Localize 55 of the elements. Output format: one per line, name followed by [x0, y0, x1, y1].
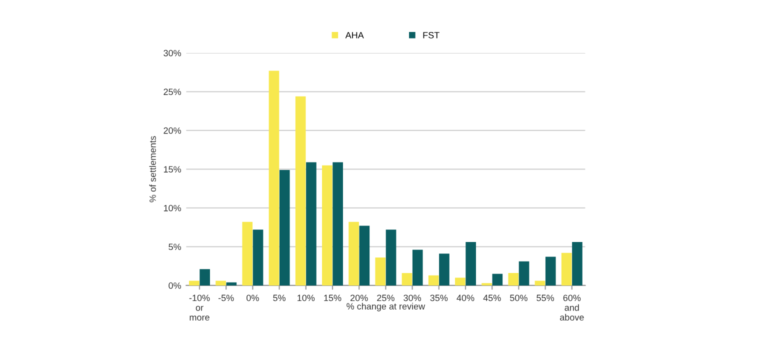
bar	[561, 252, 572, 286]
legend-label: AHA	[345, 32, 364, 38]
x-tick-label: 35%	[430, 294, 448, 302]
y-tick-label: 10%	[164, 204, 182, 212]
bar	[545, 256, 556, 286]
bar	[332, 162, 343, 286]
bar	[189, 280, 200, 286]
x-tick-label: 45%	[483, 294, 501, 302]
x-tick-label: 15%	[324, 294, 342, 302]
bar	[402, 273, 412, 286]
bar	[279, 170, 290, 286]
y-tick-label: 15%	[164, 166, 182, 173]
bar	[322, 165, 332, 286]
y-tick-label: 30%	[164, 50, 182, 56]
x-tick-label: -5%	[218, 294, 234, 302]
bar	[252, 230, 264, 286]
bar	[466, 242, 476, 286]
x-tick-label: 55%	[536, 294, 554, 302]
bar	[386, 230, 396, 286]
x-tick-label: 40%	[456, 294, 474, 302]
x-tick-label: 20%	[350, 294, 368, 302]
bar	[518, 261, 530, 286]
x-tick-label: 60% and above	[560, 294, 584, 321]
legend-label: FST	[423, 32, 440, 38]
bar	[359, 226, 370, 286]
bar	[508, 273, 519, 286]
y-tick-label: 25%	[164, 88, 182, 96]
bar	[412, 250, 423, 286]
bar	[295, 96, 306, 286]
bar	[439, 254, 450, 286]
x-tick-label: 5%	[273, 294, 286, 302]
y-tick-label: 20%	[164, 127, 182, 134]
bar	[216, 280, 226, 286]
x-axis-title: % change at review	[346, 302, 426, 312]
bar	[200, 269, 210, 286]
bar	[226, 282, 237, 286]
x-tick-label: 30%	[404, 294, 422, 302]
bar	[455, 278, 466, 286]
y-axis-title: % of settlements	[149, 136, 156, 202]
x-tick-label: -10% or more	[189, 294, 210, 321]
bar	[428, 275, 439, 286]
bar	[242, 222, 253, 286]
bar	[375, 258, 386, 286]
bar	[492, 274, 503, 286]
x-tick-label: 10%	[298, 294, 315, 302]
bar	[572, 242, 582, 286]
bar	[348, 222, 359, 286]
y-tick-label: 5%	[168, 244, 182, 250]
bar	[534, 280, 546, 286]
x-tick-label: 0%	[246, 294, 259, 302]
x-tick-label: 25%	[377, 294, 394, 302]
x-tick-label: 50%	[510, 294, 528, 302]
bar	[268, 70, 280, 286]
bar	[306, 162, 316, 286]
y-tick-label: 0%	[168, 282, 182, 289]
